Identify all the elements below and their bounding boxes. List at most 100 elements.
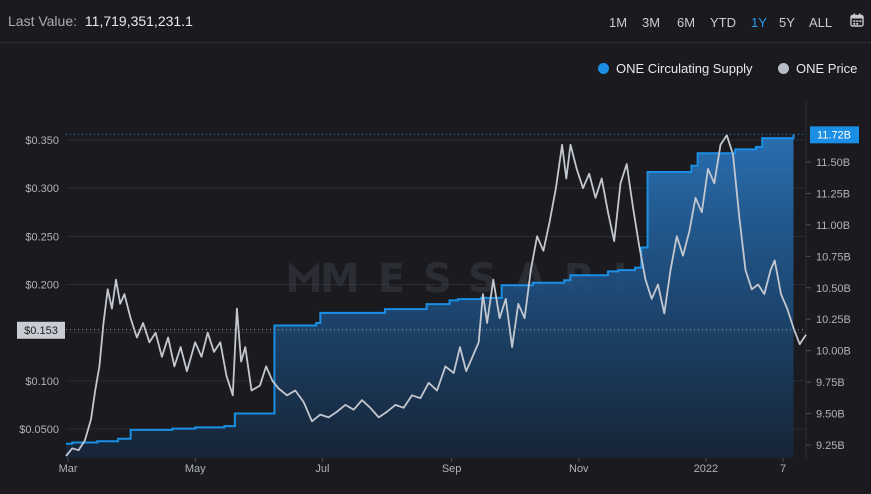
price-point — [798, 343, 801, 346]
right-tick-label: 11.00B — [816, 220, 850, 232]
price-point — [271, 379, 274, 382]
price-point — [554, 187, 557, 190]
supply-point — [171, 427, 174, 430]
supply-point — [319, 311, 322, 314]
price-point — [200, 355, 203, 358]
left-tick-label: $0.250 — [25, 231, 59, 243]
calendar-icon[interactable] — [850, 13, 864, 27]
price-point — [594, 196, 597, 199]
range-button-1y[interactable]: 1Y — [751, 15, 767, 30]
supply-point — [383, 308, 386, 311]
price-point — [738, 216, 741, 219]
price-point — [744, 269, 747, 272]
price-point — [786, 307, 789, 310]
supply-point — [456, 298, 459, 301]
supply-current-badge — [810, 126, 859, 144]
supply-point — [531, 281, 534, 284]
price-point — [310, 420, 313, 423]
supply-point — [617, 269, 620, 272]
price-point — [160, 355, 163, 358]
price-point — [779, 293, 782, 296]
supply-area-fill — [66, 134, 794, 458]
price-point — [179, 346, 182, 349]
price-point — [258, 384, 261, 387]
supply-point — [96, 440, 99, 443]
price-point — [265, 365, 268, 368]
price-point — [700, 211, 703, 214]
price-point — [750, 288, 753, 291]
price-current-badge — [17, 321, 65, 339]
price-point — [613, 240, 616, 243]
left-tick-label: $0.0500 — [19, 424, 59, 436]
supply-point — [129, 428, 132, 431]
price-point — [644, 278, 647, 281]
price-point — [650, 297, 653, 300]
price-point — [167, 336, 170, 339]
price-point — [619, 182, 622, 185]
price-point — [335, 410, 338, 413]
right-tick-label: 10.00B — [816, 346, 851, 358]
price-point — [135, 336, 138, 339]
supply-point — [690, 164, 693, 167]
price-point — [185, 370, 188, 373]
price-point — [302, 401, 305, 404]
supply-point — [754, 145, 757, 148]
price-point — [529, 269, 532, 272]
price-point — [631, 206, 634, 209]
supply-point — [448, 299, 451, 302]
legend-item-price[interactable]: ONE Price — [778, 61, 857, 76]
price-point — [231, 394, 234, 397]
range-button-all[interactable]: ALL — [809, 15, 833, 30]
right-tick-label: 10.75B — [816, 251, 851, 263]
price-point — [285, 394, 288, 397]
price-point — [194, 341, 197, 344]
range-button-6m[interactable]: 6M — [677, 15, 696, 30]
supply-point — [479, 296, 482, 299]
price-point — [511, 346, 514, 349]
messari-logo-icon — [289, 262, 319, 292]
price-point — [71, 447, 74, 450]
price-point — [458, 346, 461, 349]
price-point — [102, 322, 105, 325]
price-point — [213, 350, 216, 353]
legend-item-supply[interactable]: ONE Circulating Supply — [598, 61, 753, 76]
range-button-1m[interactable]: 1M — [609, 15, 628, 30]
supply-point — [634, 266, 637, 269]
range-button-5y[interactable]: 5Y — [779, 15, 795, 30]
price-point — [498, 317, 501, 320]
supply-point — [117, 437, 120, 440]
legend-price-dot-icon — [778, 63, 789, 74]
price-point — [106, 288, 109, 291]
price-point — [805, 333, 808, 336]
supply-point — [761, 137, 764, 140]
supply-point — [734, 148, 737, 151]
x-tick-label: Nov — [569, 463, 589, 475]
last-value-readout: Last Value: 11,719,351,231.1 — [8, 13, 193, 29]
price-point — [657, 283, 660, 286]
x-tick-label: 7 — [780, 463, 786, 475]
range-button-ytd[interactable]: YTD — [710, 15, 736, 30]
price-point — [277, 387, 280, 390]
price-point — [769, 269, 772, 272]
supply-point — [267, 412, 270, 415]
price-point — [110, 307, 113, 310]
price-point — [481, 293, 484, 296]
left-axis: $0.0500$0.100$0.150$0.200$0.250$0.300$0.… — [19, 135, 59, 436]
price-point — [83, 439, 86, 442]
price-point — [411, 394, 414, 397]
legend-supply-label: ONE Circulating Supply — [616, 61, 753, 76]
supply-point — [646, 171, 649, 174]
price-point — [682, 254, 685, 257]
price-point — [319, 413, 322, 416]
price-point — [148, 341, 151, 344]
price-point — [369, 406, 372, 409]
supply-point — [194, 426, 197, 429]
right-tick-label: 10.50B — [816, 283, 851, 295]
right-tick-label: 9.50B — [816, 409, 845, 421]
price-point — [77, 449, 80, 452]
chart-legend: ONE Circulating Supply ONE Price — [598, 61, 860, 77]
price-point — [294, 389, 297, 392]
price-point — [436, 389, 439, 392]
range-button-3m[interactable]: 3M — [642, 15, 661, 30]
